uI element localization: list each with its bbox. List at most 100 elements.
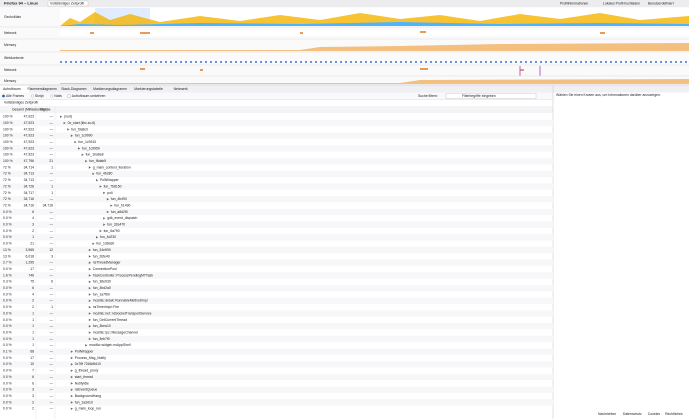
track-label[interactable]: Memory (4, 43, 17, 47)
function-name[interactable]: fun_1a3d10 (75, 400, 93, 404)
radio[interactable] (50, 94, 54, 98)
function-name[interactable]: fun_32a470 (107, 223, 125, 227)
twisty[interactable] (96, 236, 99, 239)
action[interactable]: Benutzerdefiniert (648, 1, 674, 5)
function-name[interactable]: 0x_start (libc.so.6) (68, 121, 96, 125)
twisty[interactable] (110, 204, 113, 207)
function-name[interactable]: fun_34e590 (93, 248, 111, 252)
twisty[interactable] (88, 331, 91, 334)
twisty[interactable] (88, 267, 91, 271)
function-name[interactable]: mozilla::ipc::MessageChannel (93, 330, 138, 334)
twisty[interactable] (88, 306, 91, 309)
function-name[interactable]: ConnectionPool (93, 267, 117, 271)
twisty[interactable] (81, 153, 84, 156)
track-label[interactable]: Memory (4, 79, 17, 83)
twisty[interactable] (103, 217, 106, 220)
twisty[interactable] (88, 166, 91, 169)
function-name[interactable]: poll (107, 191, 113, 195)
breadcrumb[interactable]: Vollständiges Zeitprofil (4, 101, 38, 105)
tab[interactable]: Markierungstabelle (134, 87, 163, 91)
function-name[interactable]: g_main_context_iteration (93, 165, 131, 169)
radio-label[interactable]: Nativ (54, 94, 62, 98)
twisty[interactable] (92, 242, 95, 245)
function-name[interactable]: PollWrapper (100, 178, 119, 182)
range-button[interactable] (47, 0, 89, 7)
twisty[interactable] (70, 407, 73, 411)
function-name[interactable]: fun_1d9a30 (96, 242, 114, 246)
radio[interactable] (2, 94, 5, 98)
twisty[interactable] (85, 344, 88, 347)
twisty[interactable] (63, 121, 66, 125)
search-placeholder[interactable]: Filterbegriffe eingeben (462, 94, 496, 98)
footer-link[interactable]: Rechtliches (665, 412, 683, 416)
twisty[interactable] (70, 394, 73, 398)
function-name[interactable]: BackgroundHang (75, 394, 101, 398)
twisty[interactable] (88, 280, 91, 284)
twisty[interactable] (67, 128, 70, 131)
twisty[interactable] (88, 274, 91, 277)
function-name[interactable]: fun_4d230 (100, 235, 116, 239)
function-name[interactable]: gdk_event_dispatch (107, 216, 137, 220)
radio-label[interactable]: Alle Frames (6, 94, 24, 98)
track-label[interactable]: Network (4, 31, 17, 35)
radio-label[interactable]: Skript (35, 94, 44, 98)
twisty[interactable] (85, 159, 88, 163)
function-name[interactable]: mozilla::widget::nsAppShell (89, 343, 131, 347)
function-name[interactable]: (root) (64, 115, 72, 119)
function-name[interactable]: fun_1a7f60 (93, 292, 110, 296)
function-name[interactable]: nsThreadManager (93, 261, 122, 265)
function-name[interactable]: 0x7fff 7266d9d10 (75, 362, 101, 366)
twisty[interactable] (70, 356, 73, 360)
function-name[interactable]: fun_2bfe40 (93, 254, 110, 258)
twisty[interactable] (60, 115, 63, 118)
twisty[interactable] (106, 210, 109, 214)
twisty[interactable] (88, 286, 91, 290)
twisty[interactable] (96, 179, 99, 182)
function-name[interactable]: fun_3bea10 (93, 324, 111, 328)
twisty[interactable] (70, 369, 73, 372)
function-name[interactable]: TaskController::ProcessPendingMTTask (93, 273, 153, 277)
function-name[interactable]: NotifyIdle (75, 381, 89, 385)
function-name[interactable]: fun_4b280 (96, 172, 112, 176)
tab[interactable]: Netzwerk (174, 87, 188, 91)
twisty[interactable] (103, 223, 106, 226)
twisty[interactable] (92, 172, 95, 176)
action[interactable]: Lokales Profil hochladen (603, 1, 640, 5)
twisty[interactable] (99, 229, 102, 233)
function-name[interactable]: start_thread (75, 375, 93, 379)
function-name[interactable]: fun_4b490 (111, 197, 127, 201)
track-label[interactable]: Network (4, 68, 17, 72)
checkbox[interactable] (67, 94, 71, 98)
twisty[interactable] (88, 337, 91, 341)
function-name[interactable]: fun_b1490 (114, 203, 130, 207)
function-name[interactable]: fun_7b8150 (104, 184, 122, 188)
function-name[interactable]: fun_GetCurrentThread (93, 318, 127, 322)
radio[interactable] (30, 94, 34, 98)
action[interactable]: Profilinformationen (560, 1, 588, 5)
function-name[interactable]: fun_1ba6e8 (86, 153, 104, 157)
function-name[interactable]: fun_f6dab5 (89, 159, 106, 163)
function-name[interactable]: g_main_loop_run (75, 407, 101, 411)
twisty[interactable] (70, 401, 73, 404)
range-label[interactable]: Vollständiges Zeitprofil (50, 1, 84, 5)
function-name[interactable]: fun_f3a8c0 (71, 127, 88, 131)
checkbox-label[interactable]: Aufrufbaum umkehren (72, 94, 106, 98)
twisty[interactable] (103, 191, 106, 195)
footer-link[interactable]: Cookies (648, 412, 661, 416)
twisty[interactable] (88, 318, 91, 322)
tab[interactable]: Markierungsdiagramm (93, 87, 127, 91)
function-name[interactable]: fun_6a790 (104, 229, 120, 233)
function-name[interactable]: fun_1c9310 (78, 140, 96, 144)
function-name[interactable]: mozilla::detail::RunnableMethodImpl (93, 299, 148, 303)
twisty[interactable] (88, 255, 91, 258)
function-name[interactable]: fun_36e930 (93, 280, 111, 284)
twisty[interactable] (78, 147, 81, 150)
function-name[interactable]: Process_Msg_Notify (75, 356, 106, 360)
twisty[interactable] (88, 261, 91, 264)
twisty[interactable] (70, 388, 73, 391)
search-box[interactable] (445, 93, 537, 99)
function-name[interactable]: g_thread_proxy (75, 369, 99, 373)
track-label[interactable]: GeckoMain (4, 15, 21, 19)
twisty[interactable] (88, 293, 91, 296)
function-name[interactable]: PollWrapper (75, 350, 94, 354)
